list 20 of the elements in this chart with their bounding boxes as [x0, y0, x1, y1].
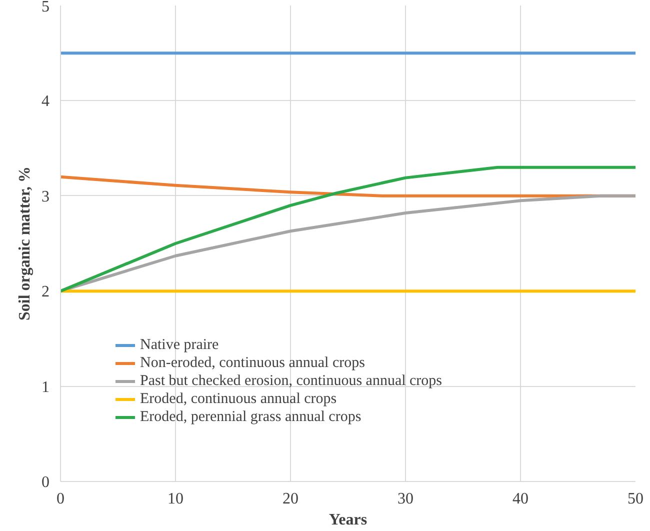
y-tick-label: 4: [42, 93, 50, 110]
x-tick-label: 50: [628, 490, 644, 508]
legend-label: Eroded, perennial grass annual crops: [140, 408, 362, 426]
x-tick-label: 40: [512, 490, 528, 508]
x-tick-label: 10: [168, 490, 184, 508]
y-axis-title: Soil organic matter, %: [16, 166, 34, 321]
legend-label: Non-eroded, continuous annual crops: [140, 354, 365, 372]
x-tick-label: 20: [282, 490, 298, 508]
legend-label: Past but checked erosion, continuous annual crops: [140, 372, 442, 390]
x-tick-label: 30: [398, 490, 414, 508]
x-tick-label: 0: [56, 490, 64, 508]
y-tick-label: 0: [42, 474, 50, 491]
legend-label: Eroded, continuous annual crops: [140, 390, 337, 408]
x-axis-title: Years: [328, 512, 368, 528]
legend-label: Native praire: [140, 336, 219, 354]
y-tick-label: 5: [42, 0, 50, 16]
line-series: [60, 166, 636, 293]
y-tick-label: 2: [42, 284, 50, 301]
y-tick-label: 3: [42, 188, 50, 206]
y-tick-label: 1: [42, 378, 50, 396]
